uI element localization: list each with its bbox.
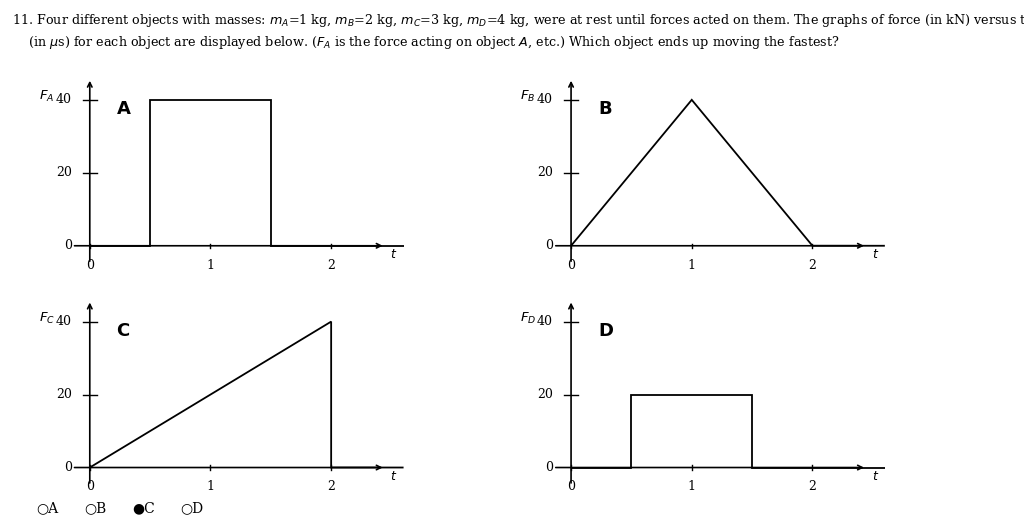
Text: ○A: ○A — [36, 501, 58, 515]
Text: 20: 20 — [55, 166, 72, 180]
Text: ●C: ●C — [132, 501, 155, 515]
Text: $F_B$: $F_B$ — [520, 89, 536, 104]
Text: ○D: ○D — [180, 501, 204, 515]
Text: $\bf{C}$: $\bf{C}$ — [117, 322, 130, 340]
Text: $t$: $t$ — [390, 470, 397, 483]
Text: 40: 40 — [537, 315, 553, 328]
Text: 1: 1 — [688, 259, 695, 271]
Text: 2: 2 — [809, 480, 816, 493]
Text: 0: 0 — [63, 239, 72, 252]
Text: 1: 1 — [207, 259, 214, 271]
Text: 11. Four different objects with masses: $m_\mathit{A}$=1 kg, $m_\mathit{B}$=2 kg: 11. Four different objects with masses: … — [12, 12, 1024, 29]
Text: $t$: $t$ — [871, 470, 879, 483]
Text: $F_A$: $F_A$ — [39, 89, 54, 104]
Text: $\bf{B}$: $\bf{B}$ — [598, 100, 612, 118]
Text: 40: 40 — [537, 93, 553, 106]
Text: 0: 0 — [567, 480, 575, 493]
Text: 2: 2 — [328, 259, 335, 271]
Text: 20: 20 — [537, 166, 553, 180]
Text: 1: 1 — [688, 480, 695, 493]
Text: 0: 0 — [567, 259, 575, 271]
Text: 20: 20 — [55, 388, 72, 401]
Text: 0: 0 — [545, 239, 553, 252]
Text: 0: 0 — [86, 480, 94, 493]
Text: (in $\mu$s) for each object are displayed below. ($\mathit{F_A}$ is the force ac: (in $\mu$s) for each object are displaye… — [12, 34, 840, 51]
Text: 2: 2 — [809, 259, 816, 271]
Text: $\bf{A}$: $\bf{A}$ — [117, 100, 132, 118]
Text: 40: 40 — [55, 93, 72, 106]
Text: 2: 2 — [328, 480, 335, 493]
Text: 0: 0 — [63, 461, 72, 474]
Text: $F_C$: $F_C$ — [39, 310, 55, 326]
Text: 0: 0 — [86, 259, 94, 271]
Text: ○B: ○B — [84, 501, 106, 515]
Text: $t$: $t$ — [390, 248, 397, 261]
Text: $t$: $t$ — [871, 248, 879, 261]
Text: $\bf{D}$: $\bf{D}$ — [598, 322, 613, 340]
Text: 1: 1 — [207, 480, 214, 493]
Text: 0: 0 — [545, 461, 553, 474]
Text: $F_D$: $F_D$ — [520, 310, 537, 326]
Text: 40: 40 — [55, 315, 72, 328]
Text: 20: 20 — [537, 388, 553, 401]
